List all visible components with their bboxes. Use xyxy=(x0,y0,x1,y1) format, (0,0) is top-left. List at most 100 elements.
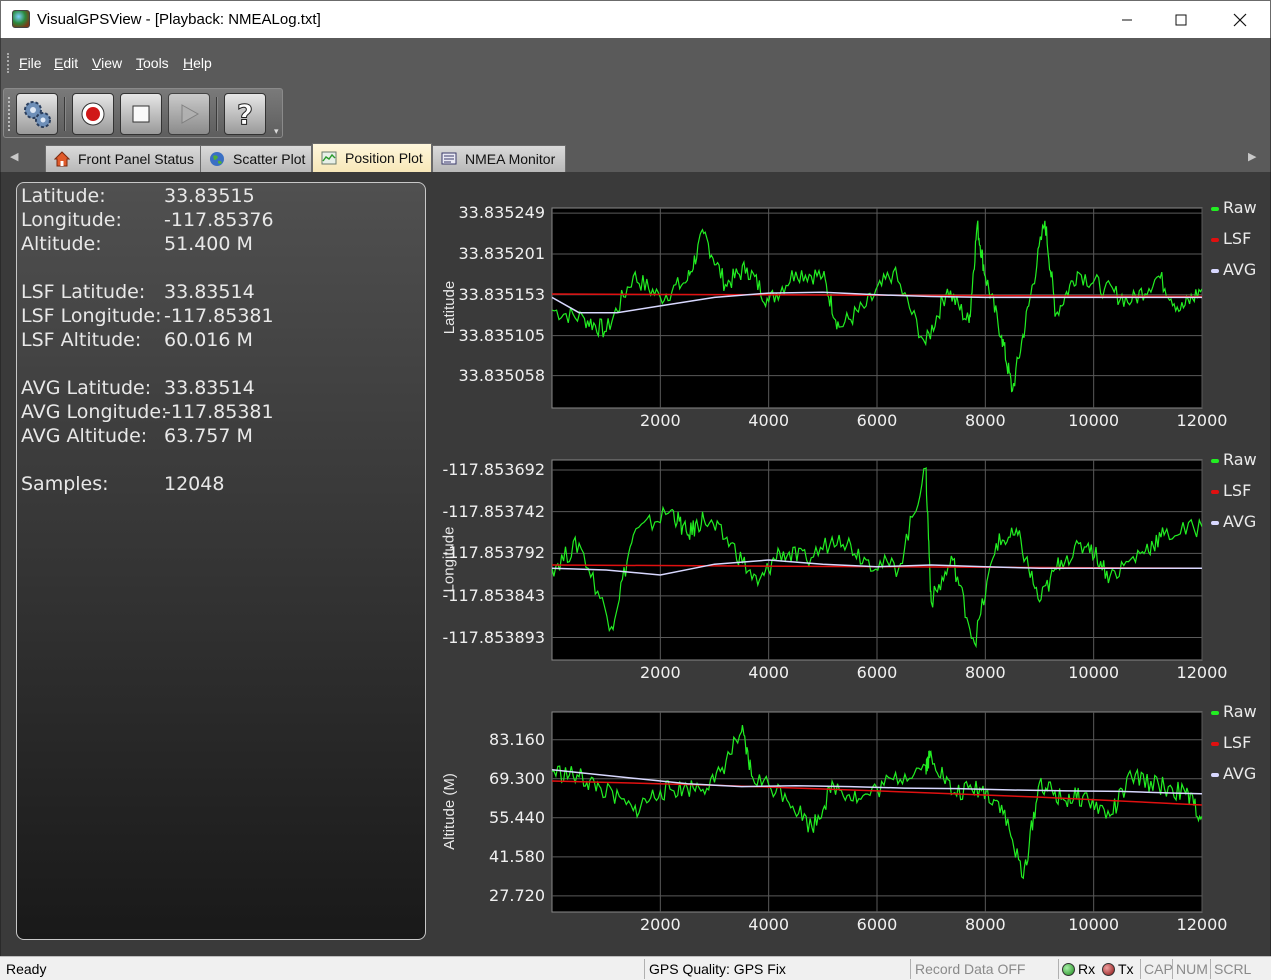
chart-icon xyxy=(321,151,337,165)
legend-swatch xyxy=(1211,710,1219,715)
avg-longitude-value: -117.85381 xyxy=(164,401,274,423)
legend-lsf: LSF xyxy=(1211,733,1251,752)
avg-series-line xyxy=(552,291,1202,314)
status-ready: Ready xyxy=(6,961,47,977)
avg-latitude-row: AVG Latitude: 33.83514 xyxy=(21,377,255,399)
menu-help[interactable]: Help xyxy=(183,55,212,71)
status-cap: CAP xyxy=(1144,961,1173,977)
play-icon xyxy=(181,104,200,124)
lsf-latitude-value: 33.83514 xyxy=(164,281,255,303)
tab-front-panel-status[interactable]: Front Panel Status xyxy=(45,145,201,172)
tab-label: Position Plot xyxy=(345,150,423,166)
longitude-row: Longitude: -117.85376 xyxy=(21,209,274,231)
menu-bar: File Edit View Tools Help xyxy=(0,38,1271,86)
latitude-label: Latitude: xyxy=(21,185,106,207)
y-tick-label: -117.853893 xyxy=(442,627,545,647)
avg-altitude-value: 63.757 M xyxy=(164,425,253,447)
lsf-longitude-value: -117.85381 xyxy=(164,305,274,327)
close-button[interactable] xyxy=(1217,1,1263,39)
legend-lsf: LSF xyxy=(1211,481,1251,500)
avg-series-line xyxy=(552,559,1202,576)
toolbar-grip[interactable] xyxy=(8,97,10,131)
lsf-altitude-value: 60.016 M xyxy=(164,329,253,351)
record-button[interactable] xyxy=(72,93,114,135)
x-tick-label: 4000 xyxy=(748,663,790,682)
legend-label: AVG xyxy=(1223,512,1257,531)
latitude-plot[interactable]: Latitude 2000 4000 6000 8000 10000 12000 33.835… xyxy=(433,172,1271,430)
menu-file[interactable]: File xyxy=(19,55,42,71)
tab-label: Scatter Plot xyxy=(233,151,306,167)
legend-avg: AVG xyxy=(1211,260,1256,279)
status-num: NUM xyxy=(1176,961,1208,977)
toolbar-overflow-icon[interactable]: ▾ xyxy=(274,126,279,136)
x-tick-label: 8000 xyxy=(964,411,1006,430)
menu-tools[interactable]: Tools xyxy=(136,55,169,71)
x-tick-label: 6000 xyxy=(856,411,898,430)
legend-avg: AVG xyxy=(1211,512,1256,531)
legend-swatch xyxy=(1211,489,1219,494)
monitor-icon xyxy=(441,152,457,165)
tab-label: Front Panel Status xyxy=(78,151,194,167)
avg-longitude-row: AVG Longitude: -117.85381 xyxy=(21,401,274,423)
y-tick-label: -117.853742 xyxy=(442,501,545,521)
tab-scroll-left-icon[interactable]: ◀ xyxy=(10,151,19,163)
altitude-row: Altitude: 51.400 M xyxy=(21,233,253,255)
toolbar-separator xyxy=(64,97,66,131)
legend-swatch xyxy=(1211,772,1219,777)
status-bar: Ready GPS Quality: GPS Fix Record Data O… xyxy=(0,956,1271,980)
minimize-button[interactable] xyxy=(1104,1,1150,39)
x-tick-label: 2000 xyxy=(639,915,681,934)
maximize-icon xyxy=(1175,14,1187,26)
latitude-row: Latitude: 33.83515 xyxy=(21,185,255,207)
lsf-latitude-row: LSF Latitude: 33.83514 xyxy=(21,281,255,303)
play-button[interactable] xyxy=(168,93,210,135)
altitude-plot[interactable]: Altitude (M) 2000 4000 6000 8000 10000 12000 83… xyxy=(433,676,1271,934)
status-scrl: SCRL xyxy=(1214,961,1252,977)
legend-label: Raw xyxy=(1223,450,1257,469)
lsf-longitude-row: LSF Longitude: -117.85381 xyxy=(21,305,274,327)
minimize-icon xyxy=(1122,19,1132,21)
y-tick-label: 27.720 xyxy=(489,885,545,905)
status-separator xyxy=(910,959,911,979)
legend-label: LSF xyxy=(1223,229,1252,248)
x-tick-label: 4000 xyxy=(748,915,790,934)
longitude-plot[interactable]: Longitude 2000 4000 6000 8000 10000 12000 -117.… xyxy=(433,424,1271,682)
menu-edit[interactable]: Edit xyxy=(54,55,79,71)
settings-button[interactable] xyxy=(16,93,58,135)
status-separator xyxy=(644,959,645,979)
tab-scatter-plot[interactable]: Scatter Plot xyxy=(200,145,312,172)
samples-value: 12048 xyxy=(164,473,225,495)
tab-scroll-right-icon[interactable]: ▶ xyxy=(1248,151,1257,163)
avg-altitude-label: AVG Altitude: xyxy=(21,425,148,447)
longitude-label: Longitude: xyxy=(21,209,122,231)
raw-series-line xyxy=(552,724,1202,880)
tab-nmea-monitor[interactable]: NMEA Monitor xyxy=(432,145,566,172)
tab-position-plot[interactable]: Position Plot xyxy=(312,143,432,172)
raw-series-line xyxy=(552,220,1202,393)
y-tick-label: 55.440 xyxy=(489,807,545,827)
status-separator xyxy=(1172,959,1173,979)
stop-button[interactable] xyxy=(120,93,162,135)
menu-view[interactable]: View xyxy=(92,55,123,71)
tx-label: Tx xyxy=(1118,961,1134,977)
x-tick-label: 8000 xyxy=(964,915,1006,934)
question-mark-icon: ? xyxy=(236,99,253,129)
legend-label: AVG xyxy=(1223,764,1257,783)
maximize-button[interactable] xyxy=(1158,1,1204,39)
avg-latitude-value: 33.83514 xyxy=(164,377,255,399)
x-tick-label: 10000 xyxy=(1068,915,1120,934)
legend-raw: Raw xyxy=(1211,450,1257,469)
latitude-value: 33.83515 xyxy=(164,185,255,207)
legend-raw: Raw xyxy=(1211,198,1257,217)
x-tick-label: 8000 xyxy=(964,663,1006,682)
menu-grip[interactable] xyxy=(7,53,9,73)
legend-label: LSF xyxy=(1223,733,1252,752)
toolbar: ? ▾ xyxy=(3,88,283,138)
y-tick-label: 83.160 xyxy=(489,729,545,749)
app-globe-icon xyxy=(12,10,30,28)
help-button[interactable]: ? xyxy=(224,93,266,135)
y-tick-label: -117.853792 xyxy=(442,543,545,563)
raw-series-line xyxy=(552,466,1202,649)
rx-led-icon xyxy=(1062,963,1075,976)
title-bar: VisualGPSView - [Playback: NMEALog.txt] xyxy=(0,0,1271,38)
